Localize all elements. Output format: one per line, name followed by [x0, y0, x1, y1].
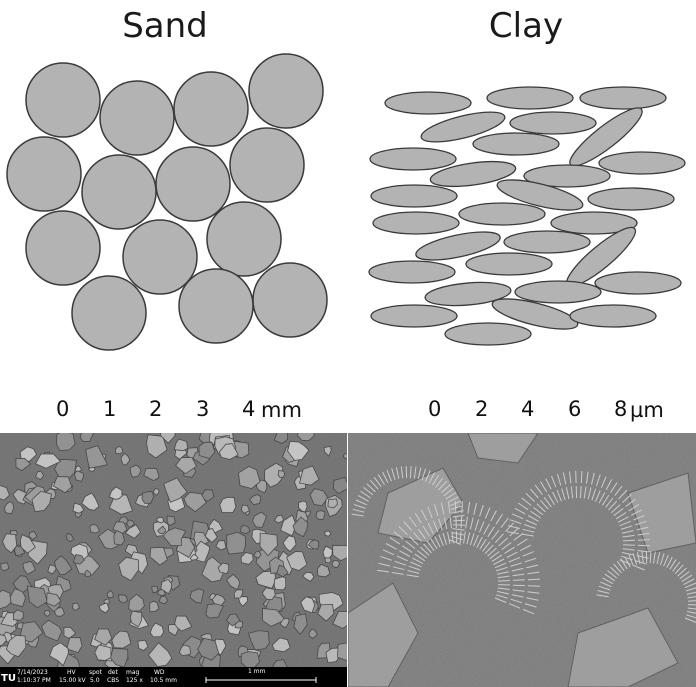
- sem-wd-label: WD: [154, 669, 165, 676]
- clay-platelet: [514, 280, 602, 304]
- clay-platelet: [579, 86, 667, 110]
- clay-platelet: [458, 202, 546, 226]
- sand-grain: [206, 201, 282, 277]
- clay-platelet: [372, 211, 460, 235]
- microscope-logo: TU: [1, 673, 16, 684]
- clay-platelet: [486, 86, 574, 110]
- clay-scale-unit: µm: [630, 398, 664, 422]
- sand-grain: [173, 71, 249, 147]
- clay-platelet: [472, 132, 560, 156]
- clay-platelet: [523, 164, 611, 188]
- sand-micrograph-image: [0, 433, 347, 667]
- clay-platelet: [569, 304, 657, 328]
- sem-spot-label: spot: [89, 669, 102, 676]
- sand-tick-0: 0: [56, 397, 70, 421]
- sem-det-value: CBS: [107, 677, 120, 684]
- clay-platelet: [415, 231, 501, 261]
- clay-platelet: [496, 179, 584, 211]
- clay-tick-8: 8: [614, 397, 628, 421]
- clay-platelet: [429, 160, 517, 188]
- sem-time: 1:10:37 PM: [17, 677, 51, 684]
- sem-mag-value: 125 x: [126, 677, 143, 684]
- sand-grain: [81, 154, 157, 230]
- sand-grain: [25, 210, 101, 286]
- sand-tick-2: 2: [149, 397, 163, 421]
- sem-mag-label: mag: [126, 669, 140, 676]
- sand-grain: [25, 62, 101, 138]
- sand-tick-3: 3: [196, 397, 210, 421]
- sand-grain: [99, 80, 175, 156]
- clay-title: Clay: [488, 6, 564, 46]
- clay-tick-2: 2: [475, 397, 489, 421]
- clay-platelet: [491, 298, 579, 330]
- clay-tick-0: 0: [428, 397, 442, 421]
- sem-scalebar-label: 1 mm: [248, 668, 266, 675]
- sand-grain: [122, 219, 198, 295]
- sand-grain: [229, 127, 305, 203]
- clay-platelet: [368, 260, 456, 284]
- sand-tick-1: 1: [103, 397, 117, 421]
- sand-tick-4: 4: [242, 397, 256, 421]
- sand-grain: [155, 146, 231, 222]
- clay-sem-micrograph: [348, 433, 696, 687]
- clay-platelet: [370, 304, 458, 328]
- clay-platelet: [598, 151, 686, 175]
- clay-platelet: [594, 271, 682, 295]
- sem-info-bar: TU 7/14/2023 1:10:37 PM HV 15.00 kV spot…: [0, 667, 347, 687]
- sand-grain: [248, 53, 324, 129]
- sand-sem-micrograph: [0, 433, 347, 667]
- clay-platelet: [465, 252, 553, 276]
- sem-hv-label: HV: [67, 669, 76, 676]
- clay-platelet: [509, 111, 597, 135]
- clay-platelet: [503, 230, 591, 254]
- sand-title: Sand: [122, 6, 208, 46]
- clay-platelet: [370, 184, 458, 208]
- clay-tick-4: 4: [521, 397, 535, 421]
- sem-scalebar: [205, 677, 317, 683]
- clay-platelet: [550, 211, 638, 235]
- sem-hv-value: 15.00 kV: [59, 677, 86, 684]
- clay-platelet: [444, 322, 532, 346]
- sand-grain: [252, 262, 328, 338]
- clay-micrograph-image: [348, 433, 696, 687]
- sem-date: 7/14/2023: [17, 669, 48, 676]
- sand-scale-unit: mm: [261, 398, 302, 422]
- clay-platelet: [420, 111, 506, 143]
- sem-det-label: det: [108, 669, 118, 676]
- clay-platelet: [384, 91, 472, 115]
- sem-wd-value: 10.5 mm: [150, 677, 177, 684]
- clay-platelet: [587, 187, 675, 211]
- sem-spot-value: 5.0: [90, 677, 100, 684]
- sand-particles-diagram: [6, 53, 328, 351]
- sand-grain: [6, 136, 82, 212]
- sand-grain: [178, 268, 254, 344]
- clay-tick-6: 6: [568, 397, 582, 421]
- sand-grain: [71, 275, 147, 351]
- clay-platelet: [369, 147, 457, 171]
- clay-particles-diagram: [368, 86, 686, 346]
- clay-platelet: [424, 281, 512, 307]
